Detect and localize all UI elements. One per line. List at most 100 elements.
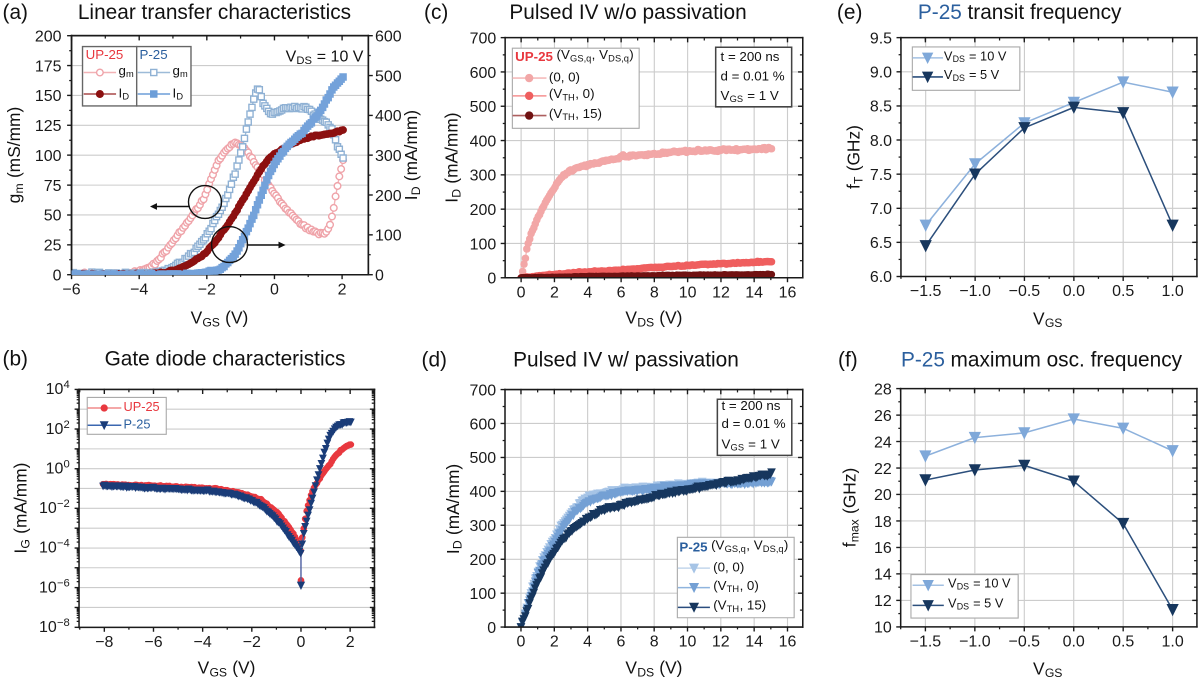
svg-text:−6: −6 — [62, 281, 80, 298]
svg-text:−1.0: −1.0 — [959, 283, 991, 300]
svg-text:14: 14 — [745, 284, 763, 301]
svg-text:100: 100 — [35, 148, 62, 165]
svg-text:0: 0 — [375, 268, 384, 285]
svg-text:26: 26 — [874, 408, 892, 425]
svg-text:22: 22 — [874, 461, 892, 478]
svg-text:V = 5 VDS: V = 5 VDS — [948, 596, 1004, 612]
svg-text:200: 200 — [469, 552, 496, 569]
svg-text:500: 500 — [470, 99, 497, 116]
svg-text:P-25: P-25 — [123, 417, 150, 432]
svg-text:4: 4 — [583, 284, 592, 301]
svg-text:4: 4 — [583, 634, 592, 651]
svg-text:14: 14 — [874, 567, 892, 584]
svg-text:6: 6 — [617, 634, 626, 651]
svg-text:(c): (c) — [424, 1, 448, 24]
svg-text:125: 125 — [35, 118, 62, 135]
svg-text:1.0: 1.0 — [1162, 283, 1184, 300]
svg-text:600: 600 — [375, 29, 402, 46]
svg-text:(0, 0): (0, 0) — [713, 560, 744, 575]
svg-text:−4: −4 — [130, 281, 148, 298]
svg-text:0: 0 — [270, 281, 279, 298]
svg-text:600: 600 — [470, 65, 497, 82]
svg-text:−6: −6 — [144, 634, 162, 651]
svg-text:700: 700 — [469, 382, 496, 399]
svg-text:6: 6 — [617, 284, 626, 301]
svg-text:2: 2 — [346, 634, 355, 651]
svg-text:(V, 0)TH: (V, 0)TH — [713, 578, 759, 594]
svg-text:V = 5 VDS: V = 5 VDS — [944, 67, 1000, 83]
svg-text:300: 300 — [470, 168, 497, 185]
svg-text:200: 200 — [470, 202, 497, 219]
svg-text:16: 16 — [779, 284, 797, 301]
svg-text:2: 2 — [338, 281, 347, 298]
svg-text:0: 0 — [297, 634, 306, 651]
svg-text:7.0: 7.0 — [870, 201, 892, 218]
svg-text:16: 16 — [874, 540, 892, 557]
svg-text:(a): (a) — [3, 1, 28, 24]
svg-text:t = 200 ns: t = 200 ns — [722, 398, 781, 413]
svg-text:Linear transfer characteristic: Linear transfer characteristics — [78, 1, 351, 24]
svg-text:−2: −2 — [243, 634, 261, 651]
svg-text:8: 8 — [650, 634, 659, 651]
svg-text:0.5: 0.5 — [1112, 283, 1134, 300]
svg-text:100: 100 — [375, 228, 402, 245]
svg-text:104: 104 — [46, 379, 70, 398]
svg-text:300: 300 — [469, 518, 496, 535]
svg-text:12: 12 — [874, 593, 892, 610]
svg-text:−0.5: −0.5 — [1009, 634, 1041, 651]
svg-text:600: 600 — [469, 416, 496, 433]
svg-text:P-25: P-25 — [679, 539, 708, 554]
svg-text:V = 1 VGS: V = 1 VGS — [722, 436, 780, 452]
svg-text:(e): (e) — [837, 1, 862, 24]
svg-text:10−8: 10−8 — [39, 617, 70, 636]
svg-text:−8: −8 — [95, 634, 113, 651]
svg-text:0.0: 0.0 — [1063, 634, 1085, 651]
svg-text:2: 2 — [550, 284, 559, 301]
svg-text:10: 10 — [679, 284, 697, 301]
svg-text:d = 0.01 %: d = 0.01 % — [722, 416, 786, 431]
svg-text:10−6: 10−6 — [39, 577, 70, 596]
svg-text:V (V)GS: V (V)GS — [198, 658, 256, 680]
svg-text:24: 24 — [874, 434, 892, 451]
svg-text:V (V)GS: V (V)GS — [191, 308, 249, 330]
svg-text:100: 100 — [46, 458, 70, 477]
svg-text:V = 10 VDS: V = 10 VDS — [944, 48, 1007, 64]
svg-text:0: 0 — [517, 634, 526, 651]
svg-text:t = 200 ns: t = 200 ns — [721, 49, 780, 64]
svg-text:8.0: 8.0 — [870, 133, 892, 150]
svg-text:UP-25: UP-25 — [123, 399, 159, 414]
svg-text:P-25: P-25 — [901, 348, 945, 371]
svg-text:25: 25 — [44, 238, 62, 255]
svg-text:0: 0 — [487, 271, 496, 288]
svg-text:100: 100 — [469, 586, 496, 603]
svg-text:75: 75 — [44, 178, 62, 195]
svg-text:150: 150 — [35, 88, 62, 105]
svg-text:f (GHz)T: f (GHz)T — [844, 125, 866, 189]
svg-text:d = 0.01 %: d = 0.01 % — [721, 68, 785, 83]
svg-text:(V, 15)TH: (V, 15)TH — [549, 106, 602, 122]
svg-text:UP-25: UP-25 — [86, 47, 124, 62]
svg-text:400: 400 — [469, 484, 496, 501]
svg-text:−1.0: −1.0 — [959, 634, 991, 651]
svg-text:50: 50 — [44, 208, 62, 225]
svg-text:14: 14 — [745, 634, 763, 651]
svg-text:gm: gm — [173, 63, 188, 79]
svg-text:(f): (f) — [838, 348, 858, 371]
svg-text:700: 700 — [470, 30, 497, 47]
svg-text:VGS: VGS — [1033, 658, 1062, 680]
svg-text:Pulsed IV w/o passivation: Pulsed IV w/o passivation — [509, 1, 746, 24]
svg-text:10: 10 — [874, 620, 892, 637]
svg-text:ID: ID — [118, 85, 129, 101]
svg-text:−4: −4 — [194, 634, 212, 651]
svg-text:Gate diode characteristics: Gate diode characteristics — [105, 347, 346, 370]
svg-text:10: 10 — [679, 634, 697, 651]
svg-text:(V, V)GS,qDS,q: (V, V)GS,q DS,q — [557, 47, 634, 63]
svg-text:(b): (b) — [3, 347, 28, 370]
svg-text:1.0: 1.0 — [1162, 634, 1184, 651]
svg-text:9.0: 9.0 — [870, 65, 892, 82]
svg-text:gm: gm — [118, 63, 133, 79]
svg-text:−2: −2 — [198, 281, 216, 298]
svg-text:0: 0 — [487, 620, 496, 637]
svg-text:UP-25: UP-25 — [515, 49, 553, 64]
svg-text:ID: ID — [173, 85, 184, 101]
